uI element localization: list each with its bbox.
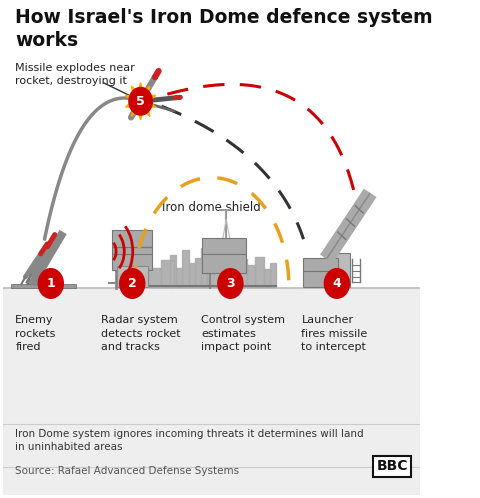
Circle shape [218, 269, 243, 298]
Text: Launcher
fires missile
to intercept: Launcher fires missile to intercept [301, 315, 368, 352]
Polygon shape [131, 89, 150, 114]
Circle shape [129, 88, 152, 115]
Text: 1: 1 [47, 277, 55, 290]
Text: BBC: BBC [376, 459, 408, 473]
FancyBboxPatch shape [328, 253, 350, 287]
FancyBboxPatch shape [303, 258, 338, 287]
Polygon shape [149, 248, 276, 287]
FancyBboxPatch shape [3, 288, 420, 495]
Text: How Israel's Iron Dome defence system
works: How Israel's Iron Dome defence system wo… [15, 7, 433, 50]
FancyBboxPatch shape [112, 230, 152, 270]
Polygon shape [11, 284, 76, 288]
Circle shape [38, 269, 63, 298]
Text: Enemy
rockets
fired: Enemy rockets fired [15, 315, 56, 352]
Text: Control system
estimates
impact point: Control system estimates impact point [201, 315, 285, 352]
Text: Iron dome shield: Iron dome shield [162, 201, 261, 214]
FancyBboxPatch shape [202, 238, 246, 272]
Circle shape [324, 269, 349, 298]
Text: 4: 4 [333, 277, 341, 290]
Text: 5: 5 [136, 95, 145, 108]
Circle shape [120, 269, 145, 298]
FancyBboxPatch shape [117, 266, 148, 287]
Text: 2: 2 [128, 277, 137, 290]
Text: Source: Rafael Advanced Defense Systems: Source: Rafael Advanced Defense Systems [15, 466, 240, 476]
Text: Radar system
detects rocket
and tracks: Radar system detects rocket and tracks [101, 315, 180, 352]
Text: Missile explodes near
rocket, destroying it: Missile explodes near rocket, destroying… [15, 63, 135, 87]
Text: Iron Dome system ignores incoming threats it determines will land
in uninhabited: Iron Dome system ignores incoming threat… [15, 429, 364, 452]
Text: 3: 3 [226, 277, 235, 290]
Polygon shape [125, 83, 156, 120]
